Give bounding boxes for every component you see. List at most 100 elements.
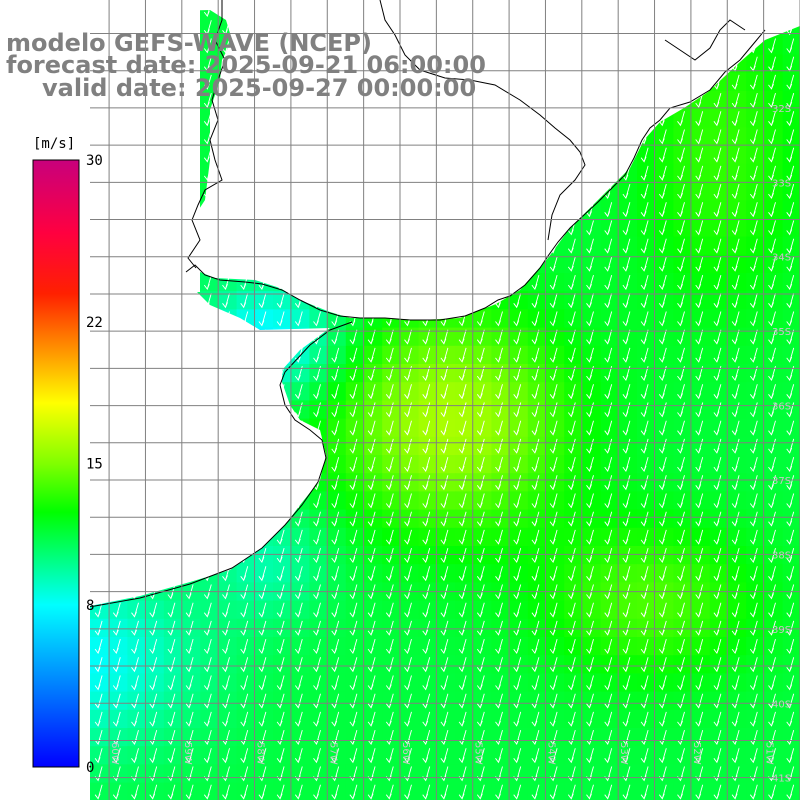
wind-arrow [731,693,740,709]
wind-arrow [786,311,795,327]
wind-arrow [749,675,758,691]
wind-arrow [367,329,376,345]
wind-arrow [658,202,667,218]
wind-arrow [258,638,267,655]
wind-arrow [94,711,103,727]
wind-arrow [713,92,722,109]
wind-arrow [203,20,212,36]
wind-arrow [240,748,249,764]
wind-arrow [149,748,158,764]
wind-arrow [294,638,303,655]
wind-arrow [768,638,776,655]
wind-arrow [276,529,285,545]
wind-arrow [331,711,340,727]
wind-arrow [731,420,740,436]
wind-arrow [749,329,758,345]
wind-arrow [495,402,503,418]
wind-arrow [531,602,540,618]
wind-arrow [458,384,467,400]
wind-arrow [749,657,758,673]
wind-arrow [495,675,503,691]
wind-arrow [677,511,685,527]
wind-arrow [367,602,376,618]
wind-arrow [604,420,613,436]
wind-arrow [367,784,376,800]
wind-arrow [658,329,667,345]
wind-arrow [476,347,485,363]
wind-arrow [749,620,758,636]
wind-arrow [112,693,121,709]
wind-arrow [622,274,631,291]
wind-arrow [713,183,722,200]
wind-arrow [422,602,431,618]
wind-arrow [567,711,576,727]
wind-arrow [385,547,394,564]
wind-arrow [240,784,249,800]
wind-arrow [695,165,704,181]
wind-arrow [476,784,485,800]
wind-arrow [458,620,467,636]
wind-arrow [677,638,685,655]
wind-arrow [440,638,449,655]
wind-arrow [731,202,740,218]
wind-arrow [276,784,285,800]
wind-arrow [586,693,594,709]
wind-arrow [604,456,613,473]
wind-arrow [476,511,485,527]
wind-arrow [404,511,412,527]
wind-arrow [294,384,303,400]
wind-arrow [786,784,795,800]
wind-arrow [622,438,631,454]
wind-arrow [713,456,722,473]
wind-arrow [531,329,540,345]
wind-arrow [203,274,212,291]
wind-arrow [658,384,667,400]
wind-arrow [713,511,722,527]
wind-arrow [94,638,103,655]
wind-arrow [167,602,176,618]
wind-arrow [749,420,758,436]
wind-arrow [531,420,540,436]
wind-arrow [749,92,758,109]
wind-arrow [567,493,576,509]
wind-arrow [731,566,740,582]
wind-arrow [768,456,776,473]
wind-arrow [258,566,267,582]
wind-arrow [622,311,631,327]
wind-arrow [476,657,485,673]
wind-arrow [677,147,685,163]
wind-arrow [440,329,449,345]
wind-arrow [131,620,139,636]
wind-arrow [513,657,522,673]
wind-arrow [349,438,358,454]
wind-arrow [167,638,176,655]
wind-arrow [349,784,358,800]
wind-arrow [713,638,722,655]
wind-arrow [458,329,467,345]
wind-arrow [294,402,303,418]
wind-arrow [422,657,431,673]
wind-arrow [586,602,594,618]
wind-arrow [731,165,740,181]
wind-arrow [731,675,740,691]
wind-arrow [513,438,522,454]
wind-arrow [713,311,722,327]
wind-arrow [385,511,394,527]
wind-arrow [313,693,321,709]
wind-arrow [604,347,613,363]
title-forecast-date: forecast date: 2025-09-21 06:00:00 [6,51,486,79]
wind-arrow [131,602,139,618]
wind-arrow [422,456,431,473]
wind-arrow [768,420,776,436]
wind-arrow [731,274,740,291]
wind-arrow [203,74,212,90]
wind-arrow [622,711,631,727]
wind-arrow [385,384,394,400]
wind-arrow [240,602,249,618]
wind-arrow [786,638,795,655]
wind-arrow [695,347,704,363]
wind-arrow [768,529,776,545]
wind-arrow [695,748,704,764]
wind-arrow [749,220,758,236]
wind-arrow [531,274,540,291]
